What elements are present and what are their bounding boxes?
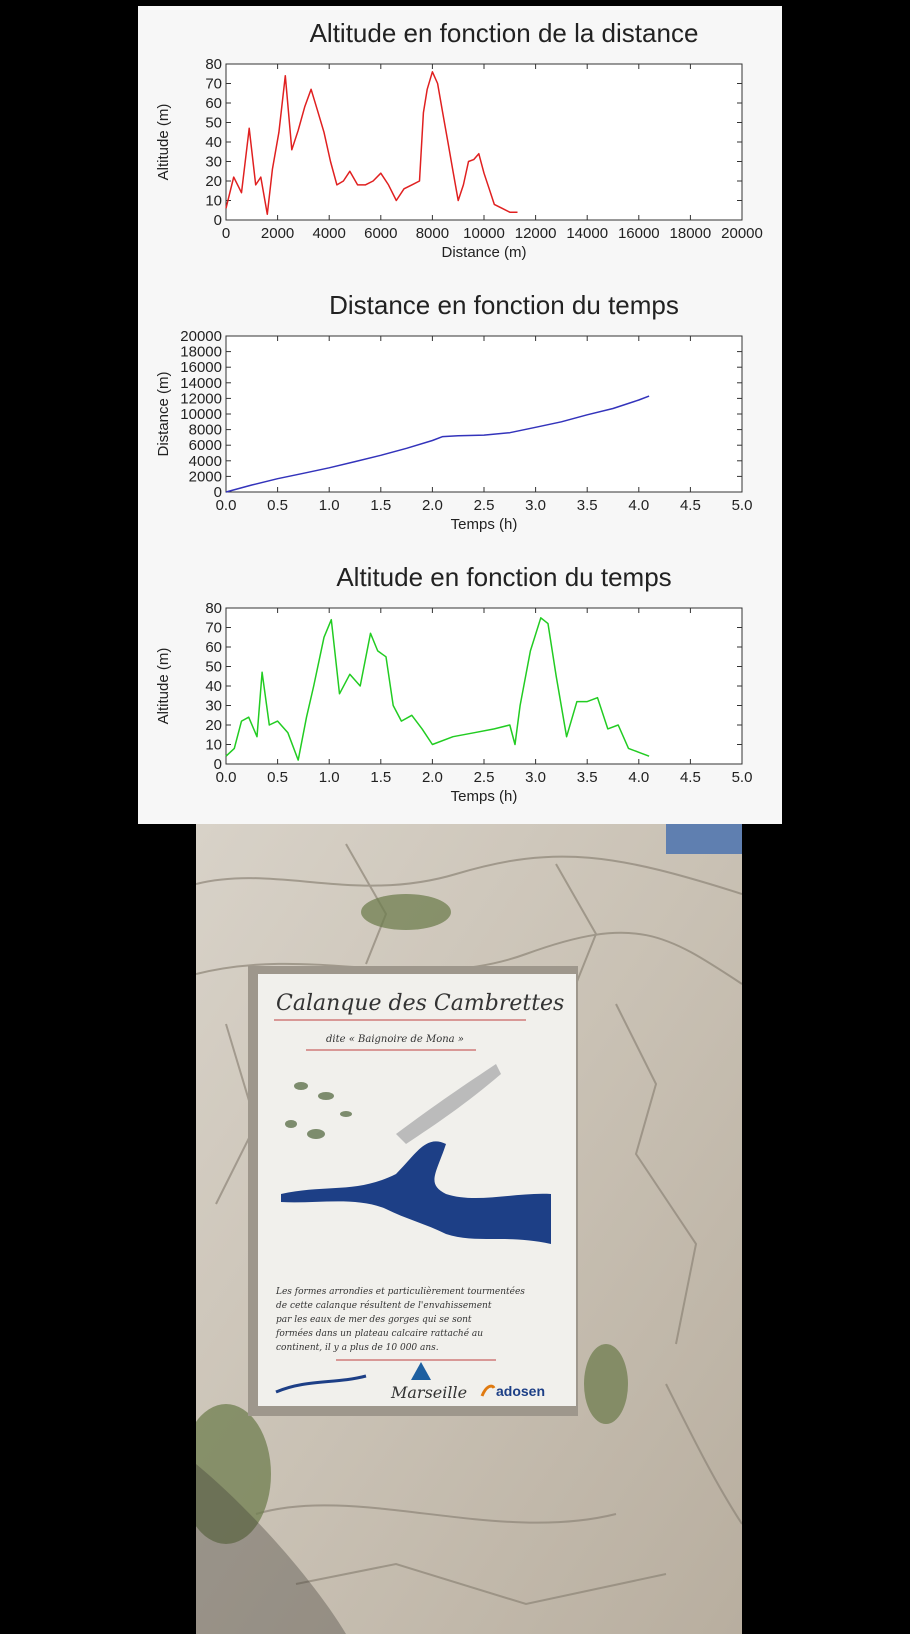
x-tick-label: 4.0	[628, 769, 649, 786]
marseille-logo: Marseille	[390, 1383, 467, 1402]
x-tick-label: 1.0	[319, 497, 340, 514]
y-tick-label: 20	[205, 717, 222, 734]
x-tick-label: 0.0	[216, 769, 237, 786]
altitude-vs-distance-svg: Altitude en fonction de la distance 0 2000…	[155, 18, 763, 261]
y-tick-label: 12000	[180, 390, 222, 407]
distance-vs-time-chart: Distance en fonction du temps 0.0 0.5 1.0 1.…	[138, 278, 782, 546]
x-tick-label: 3.0	[525, 769, 546, 786]
x-tick-label: 0.5	[267, 497, 288, 514]
x-tick-label: 1.5	[370, 497, 391, 514]
x-tick-label: 1.5	[370, 769, 391, 786]
plot-area	[225, 335, 743, 493]
y-axis-label: Distance (m)	[155, 371, 172, 456]
sign-title: Calanque des Cambrettes	[276, 991, 564, 1016]
x-tick-label: 0.0	[216, 497, 237, 514]
y-axis-label: Altitude (m)	[155, 104, 172, 181]
chart-title: Altitude en fonction du temps	[336, 562, 671, 592]
y-tick-label: 10	[205, 193, 222, 210]
y-tick-label: 10000	[180, 406, 222, 423]
x-axis-label: Temps (h)	[451, 788, 518, 805]
y-tick-label: 20	[205, 173, 222, 190]
x-tick-label: 0.5	[267, 769, 288, 786]
x-tick-label: 20000	[721, 225, 763, 242]
x-tick-label: 6000	[364, 225, 397, 242]
x-tick-label: 5.0	[732, 497, 753, 514]
adosen-logo: adosen	[496, 1383, 545, 1399]
x-tick-label: 2.5	[474, 497, 495, 514]
altitude-vs-time-chart: Altitude en fonction du temps 0.0 0.5 1.0 1.…	[138, 550, 782, 818]
calanque-sign-photo: Calanque des Cambrettes dite « Baignoire…	[196, 824, 742, 1634]
y-tick-label: 40	[205, 134, 222, 151]
x-tick-label: 2.5	[474, 769, 495, 786]
y-tick-label: 2000	[189, 468, 222, 485]
series-line	[225, 71, 518, 215]
distance-vs-time-svg: Distance en fonction du temps 0.0 0.5 1.0 1.…	[155, 290, 753, 533]
x-tick-label: 1.0	[319, 769, 340, 786]
chart-title: Altitude en fonction de la distance	[310, 18, 699, 48]
x-tick-label: 3.5	[577, 497, 598, 514]
y-tick-label: 4000	[189, 453, 222, 470]
y-tick-label: 6000	[189, 437, 222, 454]
y-tick-label: 30	[205, 154, 222, 171]
sign-body-text: Les formes arrondies et particulièrement…	[275, 1286, 528, 1353]
series-line	[225, 395, 650, 493]
y-tick-label: 10	[205, 737, 222, 754]
x-tick-label: 4.5	[680, 497, 701, 514]
x-tick-label: 12000	[515, 225, 557, 242]
y-tick-label: 70	[205, 76, 222, 93]
sign-subtitle: dite « Baignoire de Mona »	[326, 1034, 464, 1045]
y-tick-label: 20000	[180, 328, 222, 345]
x-axis-label: Distance (m)	[441, 244, 526, 261]
y-tick-label: 14000	[180, 375, 222, 392]
y-tick-label: 50	[205, 659, 222, 676]
calanque-map-illustration	[281, 1064, 551, 1244]
x-tick-label: 14000	[566, 225, 608, 242]
y-axis-label: Altitude (m)	[155, 648, 172, 725]
x-tick-label: 0	[222, 225, 230, 242]
x-tick-label: 8000	[416, 225, 449, 242]
y-tick-label: 70	[205, 620, 222, 637]
y-tick-label: 40	[205, 678, 222, 695]
x-axis-label: Temps (h)	[451, 516, 518, 533]
y-tick-label: 50	[205, 115, 222, 132]
rock-wall-with-sign: Calanque des Cambrettes dite « Baignoire…	[196, 824, 742, 1634]
y-tick-label: 80	[205, 600, 222, 617]
y-tick-label: 18000	[180, 344, 222, 361]
gps-track-charts-panel: Altitude en fonction de la distance 0 2000…	[138, 6, 782, 824]
x-tick-label: 2.0	[422, 769, 443, 786]
x-tick-label: 4.5	[680, 769, 701, 786]
x-tick-label: 3.5	[577, 769, 598, 786]
chart-title: Distance en fonction du temps	[329, 290, 679, 320]
y-tick-label: 0	[214, 484, 222, 501]
y-tick-label: 0	[214, 212, 222, 229]
x-tick-label: 2.0	[422, 497, 443, 514]
x-tick-label: 10000	[463, 225, 505, 242]
altitude-vs-distance-chart: Altitude en fonction de la distance 0 2000…	[138, 6, 782, 274]
altitude-vs-time-svg: Altitude en fonction du temps 0.0 0.5 1.0 1.…	[155, 562, 753, 805]
y-tick-label: 80	[205, 56, 222, 73]
y-tick-label: 60	[205, 639, 222, 656]
x-tick-label: 5.0	[732, 769, 753, 786]
series-line	[225, 617, 650, 761]
x-tick-label: 4.0	[628, 497, 649, 514]
y-tick-label: 0	[214, 756, 222, 773]
x-tick-label: 18000	[670, 225, 712, 242]
y-tick-label: 60	[205, 95, 222, 112]
y-tick-label: 8000	[189, 422, 222, 439]
plot-area	[225, 63, 743, 221]
mountain-logo-icon	[411, 1362, 431, 1380]
x-tick-label: 3.0	[525, 497, 546, 514]
y-tick-label: 30	[205, 698, 222, 715]
plot-area	[225, 607, 743, 765]
x-tick-label: 16000	[618, 225, 660, 242]
y-tick-label: 16000	[180, 359, 222, 376]
x-tick-label: 4000	[313, 225, 346, 242]
x-tick-label: 2000	[261, 225, 294, 242]
